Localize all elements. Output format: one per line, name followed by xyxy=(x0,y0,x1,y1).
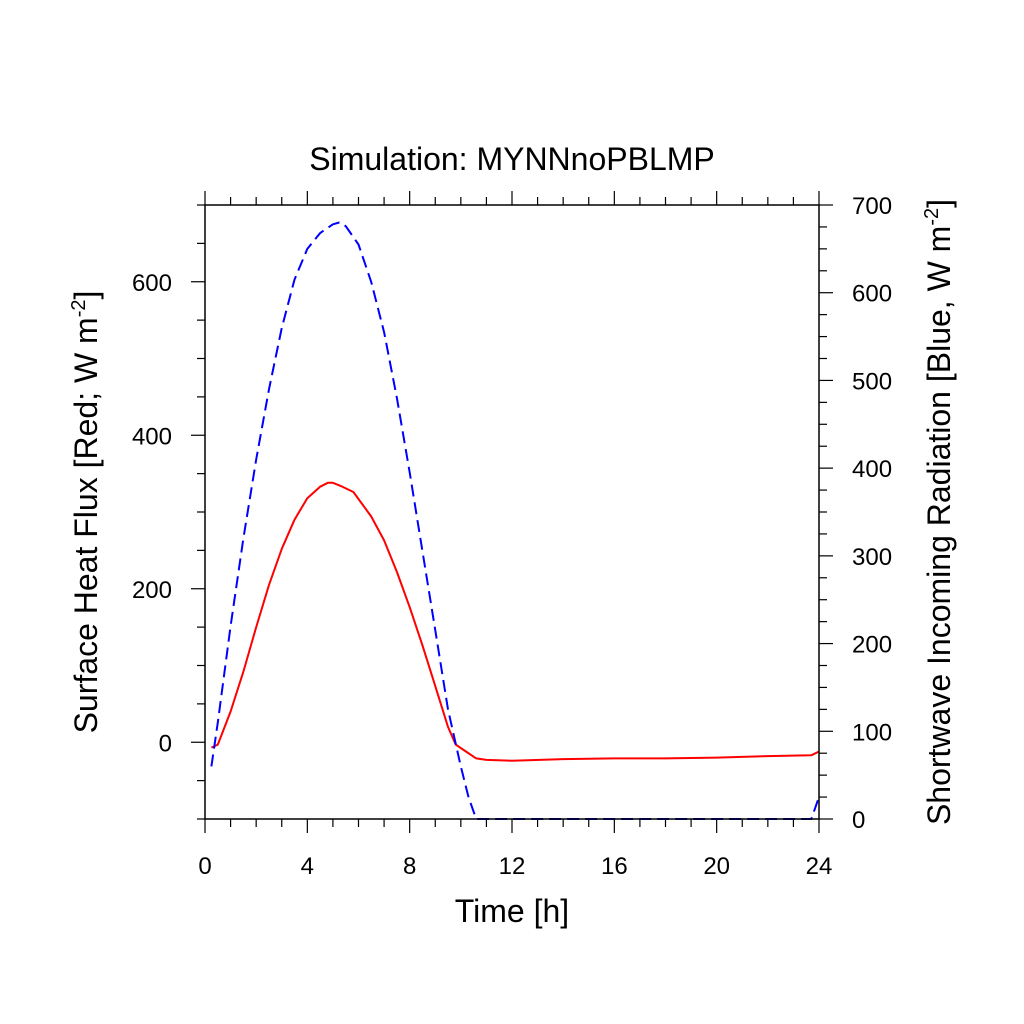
y-right-tick-label: 300 xyxy=(852,544,892,571)
y-axis-right-label-text: Shortwave Incoming Radiation [Blue, W m xyxy=(921,226,957,825)
x-tick-label: 16 xyxy=(601,853,628,880)
y-right-tick-label: 200 xyxy=(852,632,892,659)
y-right-tick-label: 100 xyxy=(852,719,892,746)
y-right-tick-label: 0 xyxy=(852,807,865,834)
x-tick-label: 20 xyxy=(703,853,730,880)
y-left-tick-label: 600 xyxy=(132,270,172,297)
x-tick-label: 0 xyxy=(198,853,211,880)
plot-frame xyxy=(204,204,820,820)
y-axis-left-label-close: ] xyxy=(68,291,104,300)
y-axis-right-label: Shortwave Incoming Radiation [Blue, W m-… xyxy=(921,199,957,825)
y-right-tick-label: 400 xyxy=(852,456,892,483)
shortwave-radiation-line xyxy=(210,221,820,820)
axis-ticks xyxy=(191,191,833,833)
y-right-tick-label: 600 xyxy=(852,281,892,308)
y-right-tick-label: 700 xyxy=(852,193,892,220)
y-left-tick-label: 200 xyxy=(132,577,172,604)
x-axis-label: Time [h] xyxy=(455,893,569,929)
x-tick-label: 8 xyxy=(403,853,416,880)
y-left-tick-label: 400 xyxy=(132,423,172,450)
x-tick-label: 4 xyxy=(301,853,314,880)
chart-title: Simulation: MYNNnoPBLMP xyxy=(309,141,714,177)
tick-labels: 0 4 8 12 16 20 24 0 200 400 600 0 100 200 300 400 500 600… xyxy=(132,193,892,880)
x-tick-label: 24 xyxy=(806,853,833,880)
series-lines xyxy=(210,221,820,820)
x-tick-label: 12 xyxy=(499,853,526,880)
y-axis-right-label-close: ] xyxy=(921,199,957,208)
y-axis-left-label-sup: -2 xyxy=(68,299,90,317)
surface-heat-flux-line xyxy=(210,481,820,762)
y-right-tick-label: 500 xyxy=(852,368,892,395)
y-axis-left-label: Surface Heat Flux [Red; W m-2] xyxy=(68,291,104,734)
y-left-tick-label: 0 xyxy=(159,730,172,757)
y-axis-left-label-text: Surface Heat Flux [Red; W m xyxy=(68,317,104,733)
y-axis-right-label-sup: -2 xyxy=(921,208,943,226)
